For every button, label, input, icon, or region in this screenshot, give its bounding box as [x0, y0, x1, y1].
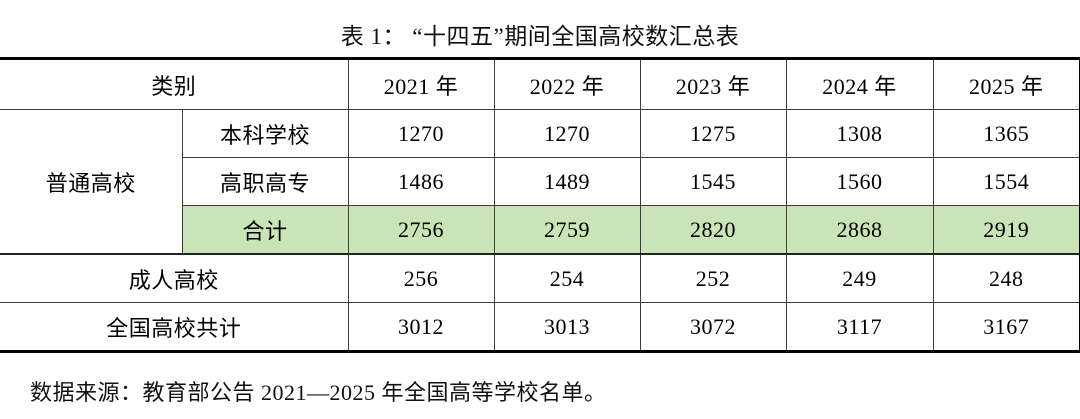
value-cell: 256 [347, 253, 495, 303]
category-header-cell: 类别 [0, 58, 349, 110]
value-cell: 2868 [785, 205, 934, 255]
table-row-subtotal: 合计 2756 2759 2820 2868 2919 [0, 205, 1080, 255]
value-cell: 1486 [347, 157, 495, 206]
year-header-2022: 2022 年 [493, 58, 641, 110]
value-cell: 254 [493, 253, 641, 303]
value-cell: 2919 [932, 205, 1080, 255]
table-header-row: 类别 2021 年 2022 年 2023 年 2024 年 2025 年 [0, 58, 1080, 110]
row-label-national-total: 全国高校共计 [0, 302, 349, 352]
value-cell: 249 [785, 253, 934, 303]
row-label-subtotal: 合计 [181, 205, 349, 255]
value-cell: 3117 [785, 302, 934, 352]
value-cell: 1275 [639, 109, 787, 158]
table-row-undergrad: 普通高校 本科学校 1270 1270 1275 1308 1365 [0, 109, 1080, 255]
value-cell: 1270 [347, 109, 495, 158]
value-cell: 1308 [785, 109, 934, 158]
value-cell: 1489 [493, 157, 641, 206]
data-source-note: 数据来源：教育部公告 2021—2025 年全国高等学校名单。 [30, 380, 607, 405]
value-cell: 2820 [639, 205, 787, 255]
row-label-adult-colleges: 成人高校 [0, 253, 349, 303]
value-cell: 3012 [347, 302, 495, 352]
value-cell: 1270 [493, 109, 641, 158]
table-row-vocational: 高职高专 1486 1489 1545 1560 1554 [0, 157, 1080, 206]
table-row-national-total: 全国高校共计 3012 3013 3072 3117 3167 [0, 302, 1080, 352]
value-cell: 248 [932, 253, 1080, 303]
value-cell: 252 [639, 253, 787, 303]
value-cell: 2759 [493, 205, 641, 255]
value-cell: 3072 [639, 302, 787, 352]
row-label-undergrad: 本科学校 [181, 109, 349, 158]
table-row-adult: 成人高校 256 254 252 249 248 [0, 253, 1080, 303]
summary-table: 类别 2021 年 2022 年 2023 年 2024 年 2025 年 普通… [0, 57, 1080, 353]
value-cell: 3167 [932, 302, 1080, 352]
table-title: 表 1： “十四五”期间全国高校数汇总表 [340, 24, 740, 49]
value-cell: 1554 [932, 157, 1080, 206]
value-cell: 1365 [932, 109, 1080, 158]
value-cell: 1560 [785, 157, 934, 206]
year-header-2023: 2023 年 [639, 58, 787, 110]
row-label-vocational: 高职高专 [181, 157, 349, 206]
year-header-2024: 2024 年 [785, 58, 934, 110]
value-cell: 1545 [639, 157, 787, 206]
value-cell: 2756 [347, 205, 495, 255]
year-header-2025: 2025 年 [932, 58, 1080, 110]
group-label-regular-colleges: 普通高校 [0, 109, 183, 255]
year-header-2021: 2021 年 [347, 58, 495, 110]
value-cell: 3013 [493, 302, 641, 352]
